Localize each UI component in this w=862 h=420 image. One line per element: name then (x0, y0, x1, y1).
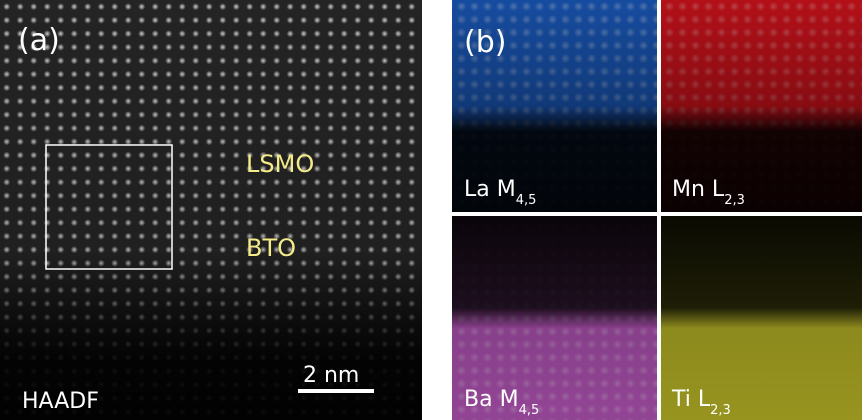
substrate-shade (0, 0, 422, 420)
map-subscript: 2,3 (724, 193, 745, 208)
map-element: Ti L (671, 387, 711, 412)
map-element: Ba M (464, 387, 519, 412)
layer-label: BTO (246, 234, 296, 262)
map-subscript: 4,5 (519, 403, 540, 418)
map-subscript: 2,3 (710, 403, 731, 418)
detector-label: HAADF (22, 389, 99, 414)
panel-label: (b) (464, 25, 506, 60)
map-element: La M (464, 177, 516, 202)
scale-bar (298, 389, 374, 393)
map-element: Mn L (672, 177, 725, 202)
scale-label: 2 nm (303, 363, 359, 388)
map-subscript: 4,5 (516, 193, 537, 208)
layer-label: LSMO (246, 150, 314, 178)
figure: (a) LSMO BTO 2 nm HAADF (b) La M4,5 Mn L… (0, 0, 862, 420)
panel-label: (a) (18, 23, 60, 58)
